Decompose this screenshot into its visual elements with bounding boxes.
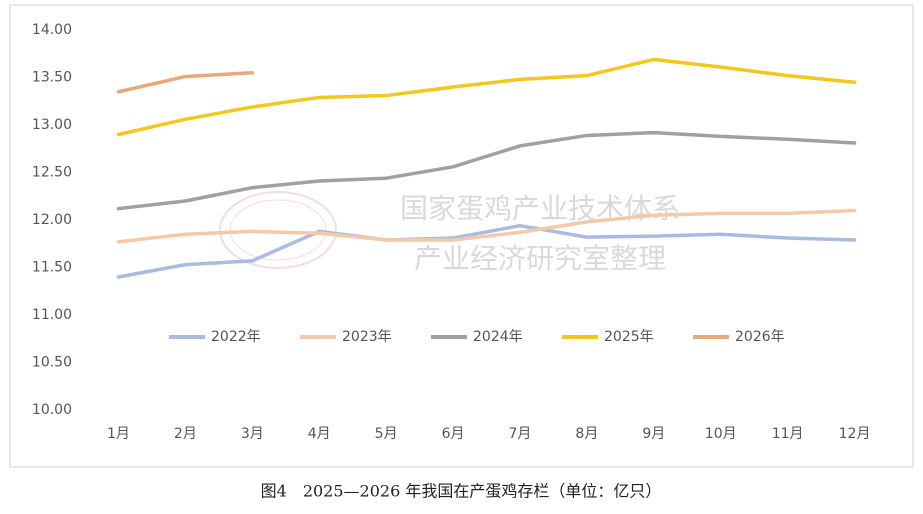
legend-label: 2023年 xyxy=(342,329,392,345)
x-tick-label: 11月 xyxy=(772,426,804,442)
x-tick-label: 6月 xyxy=(442,426,465,442)
x-tick-label: 10月 xyxy=(705,426,737,442)
watermark-logo xyxy=(219,191,337,269)
x-tick-label: 2月 xyxy=(174,426,197,442)
y-tick-label: 10.50 xyxy=(32,355,72,371)
y-tick-label: 12.00 xyxy=(32,212,72,228)
watermark: 产业经济研究室整理 xyxy=(414,242,666,275)
x-tick-label: 5月 xyxy=(375,426,398,442)
y-tick-label: 13.00 xyxy=(32,117,72,133)
y-tick-label: 10.00 xyxy=(32,402,72,418)
y-tick-label: 12.50 xyxy=(32,165,72,181)
caption: 图4 2025—2026 年我国在产蛋鸡存栏（单位：亿只） xyxy=(261,482,662,501)
series-line xyxy=(116,208,857,244)
x-tick-label: 9月 xyxy=(642,426,665,442)
x-tick-label: 4月 xyxy=(308,426,331,442)
legend-label: 2024年 xyxy=(473,329,523,345)
watermark: 国家蛋鸡产业技术体系 xyxy=(400,192,680,225)
legend-label: 2022年 xyxy=(211,329,261,345)
series-line xyxy=(116,130,857,211)
y-tick-label: 11.00 xyxy=(32,307,72,323)
x-tick-label: 12月 xyxy=(839,426,871,442)
series-line xyxy=(116,71,255,94)
x-tick-label: 8月 xyxy=(575,426,598,442)
y-tick-label: 11.50 xyxy=(32,260,72,276)
legend-label: 2026年 xyxy=(735,329,785,345)
legend-label: 2025年 xyxy=(604,329,654,345)
y-tick-label: 14.00 xyxy=(32,22,72,38)
series-line xyxy=(116,57,857,137)
x-tick-label: 3月 xyxy=(241,426,264,442)
y-tick-label: 13.50 xyxy=(32,70,72,86)
x-tick-label: 1月 xyxy=(107,426,130,442)
series-line xyxy=(116,223,857,279)
x-tick-label: 7月 xyxy=(508,426,531,442)
